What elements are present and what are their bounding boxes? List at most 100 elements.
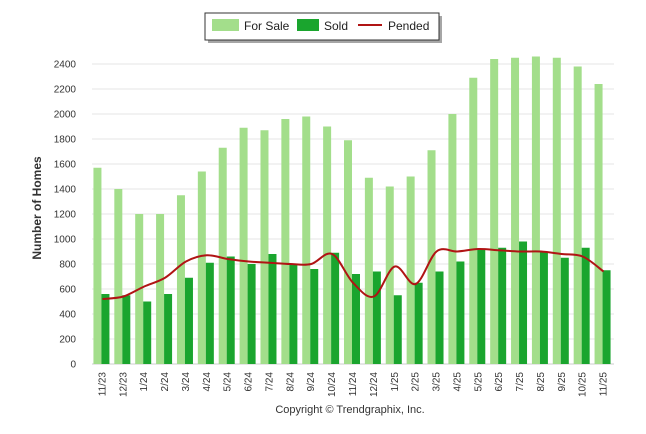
x-tick-label: 9/24 (306, 372, 317, 392)
y-tick-label: 0 (70, 360, 76, 371)
bar-sold-10/25 (581, 247, 590, 364)
bar-for-sale-6/25 (490, 59, 499, 364)
x-tick-label: 11/24 (348, 372, 359, 397)
bar-for-sale-11/24 (344, 140, 352, 364)
bar-for-sale-11/25 (594, 84, 603, 364)
x-tick-label: 11/25 (599, 372, 610, 397)
bar-sold-4/24 (205, 262, 214, 364)
y-tick-label: 2400 (54, 60, 77, 71)
bar-for-sale-9/24 (302, 116, 311, 364)
bar-sold-11/24 (352, 274, 360, 364)
pended-line-layer (102, 247, 605, 300)
pended-line (102, 247, 605, 300)
x-tick-label: 10/25 (578, 372, 589, 397)
y-tick-label: 1800 (54, 135, 77, 146)
bar-sold-4/25 (456, 261, 465, 364)
y-tick-label: 200 (59, 335, 76, 346)
y-tick-label: 1000 (54, 235, 77, 246)
bar-sold-2/25 (414, 282, 423, 364)
x-tick-label: 8/25 (536, 372, 547, 392)
y-tick-label: 1600 (54, 160, 77, 171)
bar-for-sale-11/23 (93, 167, 102, 364)
x-tick-label: 6/25 (494, 372, 505, 392)
bar-sold-5/24 (226, 256, 235, 364)
bar-sold-7/24 (268, 254, 277, 364)
x-tick-label: 1/25 (390, 372, 401, 392)
bar-sold-5/25 (477, 249, 486, 364)
x-tick-label: 9/25 (557, 372, 568, 392)
bar-for-sale-4/25 (448, 114, 457, 364)
bars (93, 56, 611, 364)
legend-box (204, 12, 440, 41)
legend-swatch-sold (297, 19, 319, 31)
x-tick-label: 12/24 (369, 372, 380, 397)
bar-for-sale-3/24 (176, 195, 185, 364)
bar-sold-1/25 (393, 295, 402, 364)
x-tick-label: 5/24 (223, 372, 234, 392)
bar-sold-3/24 (184, 277, 193, 364)
bar-sold-11/25 (602, 270, 611, 364)
bar-for-sale-5/25 (469, 77, 478, 364)
x-tick-label: 2/25 (411, 372, 422, 392)
y-tick-label: 2000 (54, 110, 77, 121)
bar-for-sale-4/24 (197, 171, 206, 364)
x-tick-label: 1/24 (139, 372, 150, 392)
x-tick-label: 3/25 (432, 372, 443, 392)
x-tick-label: 4/24 (202, 372, 213, 392)
x-tick-label: 5/25 (473, 372, 484, 392)
bar-for-sale-6/24 (239, 127, 248, 364)
bar-sold-12/24 (372, 271, 381, 364)
x-tick-label: 7/24 (264, 372, 275, 392)
x-tick-label: 10/24 (327, 372, 338, 397)
bar-sold-2/24 (164, 294, 173, 364)
legend-swatch-for-sale (212, 19, 239, 31)
bar-sold-12/23 (122, 295, 131, 364)
bar-sold-7/25 (519, 241, 528, 364)
bar-for-sale-7/24 (260, 130, 269, 364)
bar-for-sale-12/24 (364, 177, 373, 364)
bar-for-sale-9/25 (552, 57, 561, 364)
bar-sold-11/23 (101, 294, 110, 364)
y-tick-label: 2200 (54, 85, 77, 96)
y-axis-label: Number of Homes (30, 156, 44, 260)
legend-label-sold: Sold (324, 19, 348, 33)
bar-sold-8/24 (289, 264, 298, 364)
bar-for-sale-2/24 (156, 214, 165, 364)
x-axis: 11/23 12/23 1/24 2/24 3/24 4/24 5/24 6/24 7/24 8/… (97, 372, 609, 397)
x-tick-label: 7/25 (515, 372, 526, 392)
bar-for-sale-8/24 (281, 119, 290, 364)
bar-sold-3/25 (435, 271, 444, 364)
x-tick-label: 11/23 (97, 372, 108, 397)
bar-sold-8/25 (539, 251, 548, 364)
bar-sold-9/24 (310, 269, 319, 364)
x-tick-label: 2/24 (160, 372, 171, 392)
y-tick-label: 400 (59, 310, 76, 321)
x-tick-label: 3/24 (181, 372, 192, 392)
legend-label-pended: Pended (388, 19, 429, 33)
bar-sold-6/24 (247, 264, 256, 364)
bar-for-sale-1/25 (385, 186, 394, 364)
copyright-text: Copyright © Trendgraphix, Inc. (275, 404, 424, 416)
bar-sold-1/24 (143, 301, 152, 364)
y-tick-label: 800 (59, 260, 76, 271)
bar-sold-10/24 (331, 252, 340, 364)
x-tick-label: 6/24 (244, 372, 255, 392)
bar-for-sale-8/25 (531, 56, 540, 364)
y-tick-label: 1200 (54, 210, 77, 221)
legend[interactable]: For Sale Sold Pended (204, 12, 442, 43)
bar-for-sale-2/25 (406, 176, 415, 364)
y-tick-label: 1400 (54, 185, 77, 196)
bar-sold-6/25 (498, 247, 507, 364)
x-tick-label: 8/24 (285, 372, 296, 392)
bar-for-sale-5/24 (218, 147, 227, 364)
legend-label-for-sale: For Sale (244, 19, 290, 33)
x-tick-label: 12/23 (118, 372, 129, 397)
y-tick-label: 600 (59, 285, 76, 296)
bar-for-sale-7/25 (511, 57, 520, 364)
x-tick-label: 4/25 (452, 372, 463, 392)
bar-for-sale-10/24 (323, 126, 332, 364)
bar-for-sale-12/23 (114, 189, 123, 364)
bar-for-sale-10/25 (573, 66, 582, 364)
bar-sold-9/25 (560, 257, 569, 364)
